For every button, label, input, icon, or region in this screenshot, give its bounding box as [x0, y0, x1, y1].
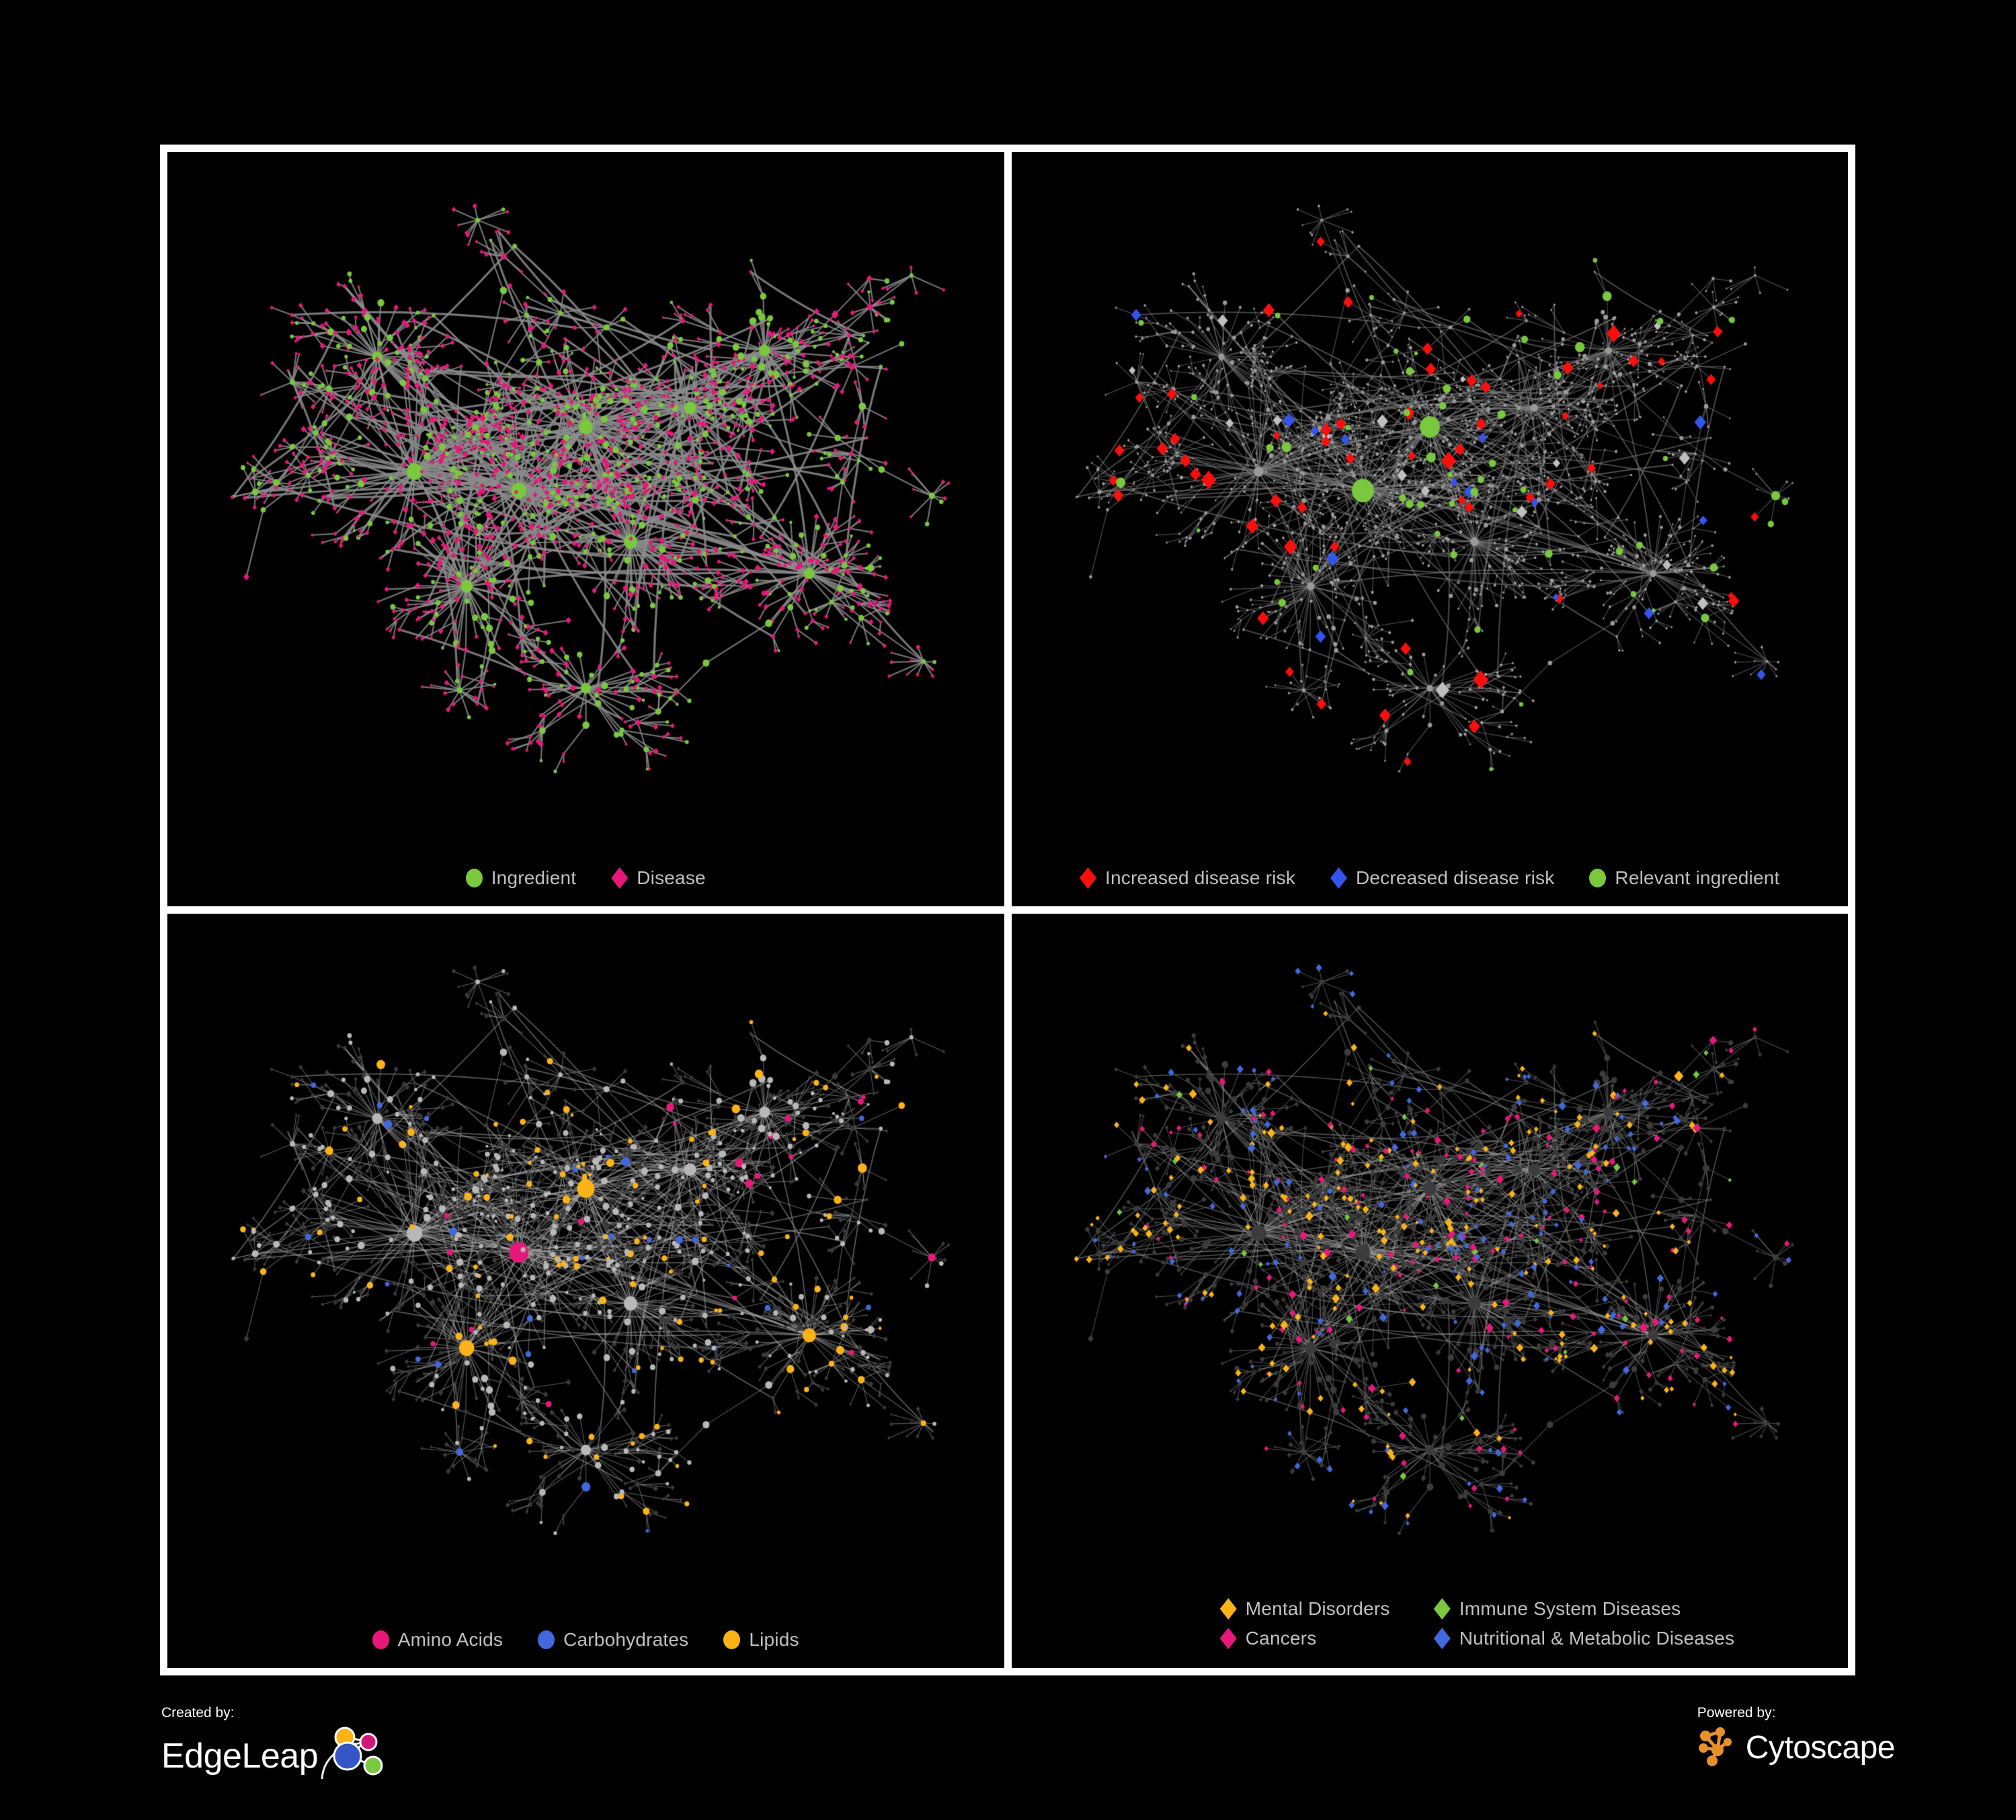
legend-item-decreased-risk[interactable]: Decreased disease risk [1330, 867, 1554, 889]
nutritional-metabolic-diseases-diamond-icon [1433, 1628, 1451, 1649]
created-by-caption: Created by: [161, 1705, 235, 1720]
panel-overview[interactable]: Ingredient Disease [167, 152, 1004, 906]
edgeleap-wordmark: EdgeLeap [161, 1736, 319, 1776]
legend-item-nutritional-metabolic-diseases[interactable]: Nutritional & Metabolic Diseases [1433, 1628, 1734, 1649]
edgeleap-logo-row[interactable]: EdgeLeap [161, 1725, 388, 1786]
legend-label-increased-risk: Increased disease risk [1105, 867, 1295, 888]
legend-label-immune-system-diseases: Immune System Diseases [1459, 1598, 1681, 1619]
legend-item-increased-risk[interactable]: Increased disease risk [1080, 867, 1295, 889]
relevant-ingredient-circle-icon [1589, 869, 1607, 887]
cytoscape-network-logo-icon [1697, 1725, 1739, 1770]
panel-disease-class-canvas[interactable] [1011, 914, 1848, 1668]
cytoscape-wordmark: Cytoscape [1745, 1729, 1896, 1766]
increased-risk-diamond-icon [1080, 867, 1096, 889]
legend-item-disease[interactable]: Disease [611, 867, 706, 889]
legend-label-carbohydrates: Carbohydrates [563, 1629, 689, 1650]
mental-disorders-diamond-icon [1219, 1598, 1237, 1620]
brand-powered-by: Powered by: [1697, 1705, 1896, 1770]
brand-created-by: Created by: EdgeLeap [161, 1705, 388, 1786]
ingredient-circle-icon [465, 869, 483, 887]
immune-system-diseases-diamond-icon [1433, 1598, 1451, 1620]
legend-label-decreased-risk: Decreased disease risk [1355, 867, 1555, 888]
legend-item-amino-acids[interactable]: Amino Acids [372, 1629, 503, 1651]
panel-grid: Ingredient Disease Increased disease ris… [160, 145, 1855, 1675]
panel-ingredient-class-legend: Amino Acids Carbohydrates Lipids [167, 1629, 1004, 1651]
legend-label-ingredient: Ingredient [491, 867, 577, 888]
edgeleap-network-logo-icon [318, 1725, 388, 1786]
panel-disease-risk-canvas[interactable] [1011, 152, 1848, 906]
legend-item-relevant-ingredient[interactable]: Relevant ingredient [1589, 867, 1779, 889]
panel-overview-legend: Ingredient Disease [167, 867, 1004, 889]
legend-label-cancers: Cancers [1245, 1628, 1317, 1649]
disease-diamond-icon [611, 867, 629, 889]
legend-item-ingredient[interactable]: Ingredient [465, 867, 577, 889]
legend-item-mental-disorders[interactable]: Mental Disorders [1219, 1598, 1422, 1620]
legend-label-mental-disorders: Mental Disorders [1245, 1598, 1390, 1619]
panel-disease-risk-legend: Increased disease risk Decreased disease… [1012, 867, 1849, 889]
panel-disease-class[interactable]: Mental Disorders Immune System Diseases … [1011, 914, 1848, 1668]
legend-item-lipids[interactable]: Lipids [723, 1629, 799, 1651]
legend-item-cancers[interactable]: Cancers [1219, 1628, 1422, 1649]
lipids-circle-icon [723, 1630, 741, 1649]
panel-ingredient-class-canvas[interactable] [167, 914, 1004, 1668]
amino-acids-circle-icon [372, 1630, 389, 1649]
carbohydrates-circle-icon [538, 1630, 555, 1649]
powered-by-caption: Powered by: [1697, 1705, 1776, 1720]
panel-ingredient-class[interactable]: Amino Acids Carbohydrates Lipids [167, 914, 1004, 1668]
panel-overview-canvas[interactable] [167, 152, 1004, 906]
legend-label-lipids: Lipids [749, 1629, 799, 1650]
legend-item-carbohydrates[interactable]: Carbohydrates [538, 1629, 688, 1651]
panel-disease-class-legend: Mental Disorders Immune System Diseases … [1208, 1594, 1734, 1653]
cytoscape-logo-row[interactable]: Cytoscape [1697, 1725, 1896, 1770]
legend-label-disease: Disease [637, 867, 706, 888]
legend-item-immune-system-diseases[interactable]: Immune System Diseases [1433, 1598, 1681, 1620]
legend-label-nutritional-metabolic-diseases: Nutritional & Metabolic Diseases [1459, 1628, 1735, 1649]
legend-label-amino-acids: Amino Acids [397, 1629, 503, 1650]
panel-disease-risk[interactable]: Increased disease risk Decreased disease… [1011, 152, 1849, 906]
cancers-diamond-icon [1219, 1628, 1237, 1649]
legend-label-relevant-ingredient: Relevant ingredient [1615, 867, 1780, 888]
decreased-risk-diamond-icon [1330, 867, 1347, 889]
